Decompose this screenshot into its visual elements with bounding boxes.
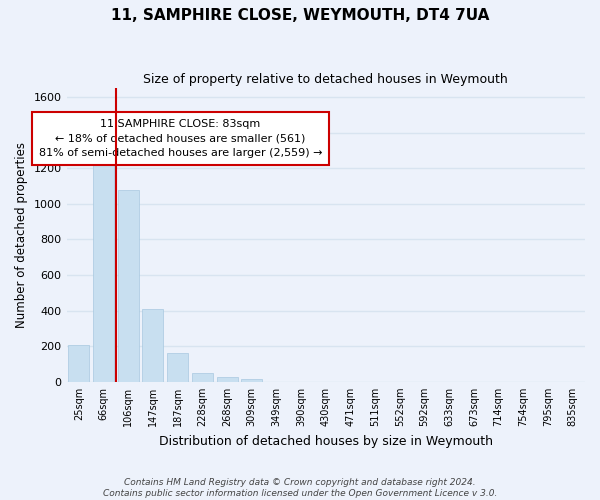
Text: 11 SAMPHIRE CLOSE: 83sqm
← 18% of detached houses are smaller (561)
81% of semi-: 11 SAMPHIRE CLOSE: 83sqm ← 18% of detach… (39, 119, 322, 158)
Bar (142, 309, 163, 382)
Y-axis label: Number of detached properties: Number of detached properties (15, 142, 28, 328)
Bar (118, 190, 139, 382)
Bar (68, 346, 89, 382)
Bar (217, 378, 238, 382)
Bar (192, 373, 213, 382)
Title: Size of property relative to detached houses in Weymouth: Size of property relative to detached ho… (143, 72, 508, 86)
Bar (93, 164, 114, 382)
X-axis label: Distribution of detached houses by size in Weymouth: Distribution of detached houses by size … (159, 434, 493, 448)
Bar (241, 379, 262, 382)
Text: 11, SAMPHIRE CLOSE, WEYMOUTH, DT4 7UA: 11, SAMPHIRE CLOSE, WEYMOUTH, DT4 7UA (111, 8, 489, 22)
Bar (167, 354, 188, 382)
Text: Contains HM Land Registry data © Crown copyright and database right 2024.
Contai: Contains HM Land Registry data © Crown c… (103, 478, 497, 498)
